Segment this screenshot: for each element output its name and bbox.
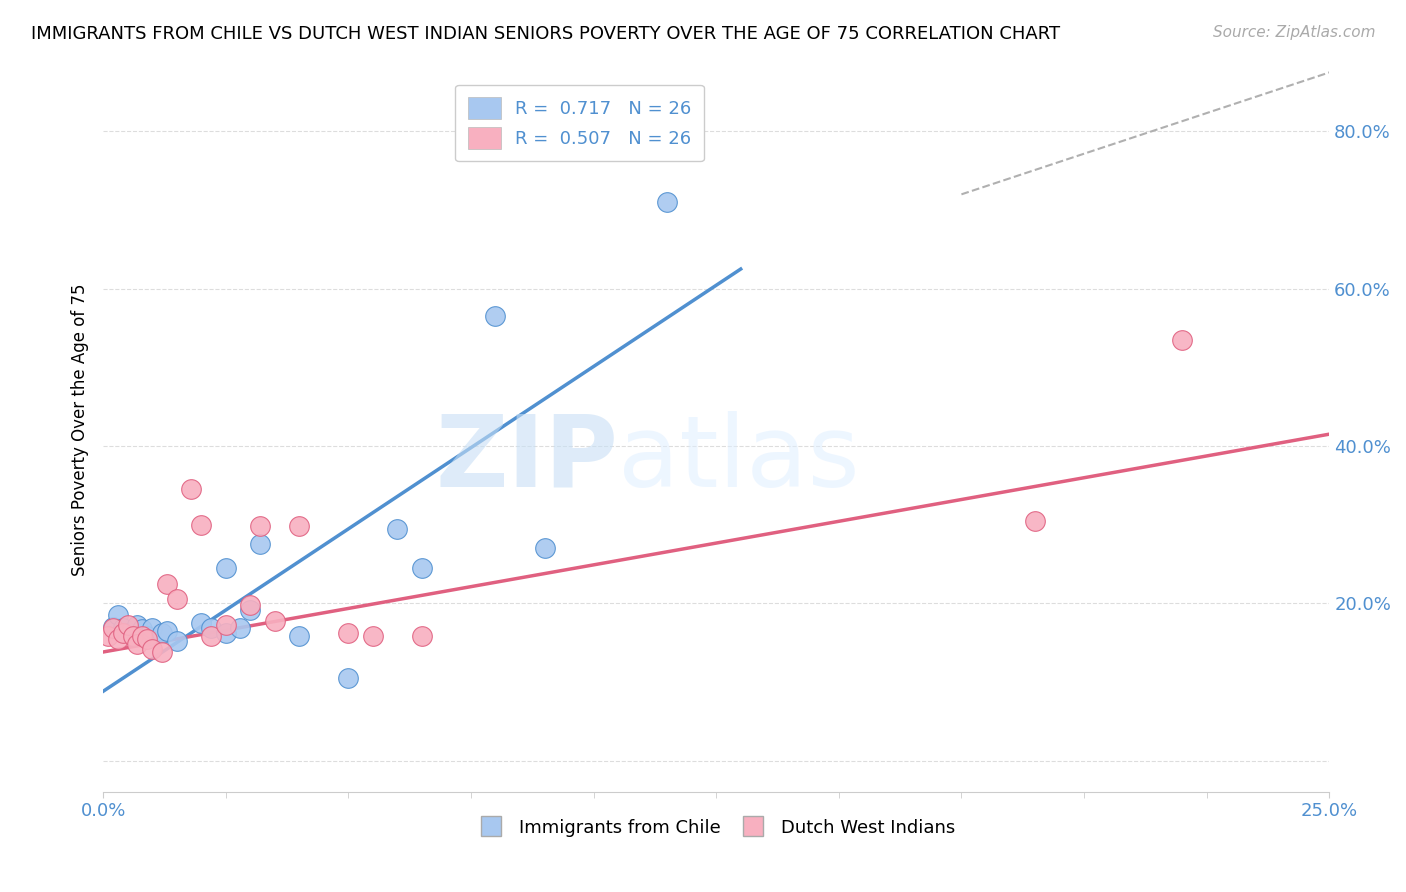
Point (361, 629, 384, 643)
Point (127, 618, 149, 632)
Point (1171, 333, 1194, 347)
Point (337, 671, 360, 685)
Point (166, 634, 188, 648)
Point (107, 608, 129, 623)
Point (249, 519, 271, 533)
Point (117, 618, 139, 632)
Point (150, 626, 173, 640)
Text: ZIP: ZIP (436, 410, 619, 508)
Point (215, 618, 238, 632)
Point (337, 626, 360, 640)
Point (117, 626, 139, 640)
Point (200, 629, 222, 643)
Point (141, 621, 163, 635)
Point (200, 621, 222, 635)
Legend: Immigrants from Chile, Dutch West Indians: Immigrants from Chile, Dutch West Indian… (471, 811, 962, 845)
Text: IMMIGRANTS FROM CHILE VS DUTCH WEST INDIAN SENIORS POVERTY OVER THE AGE OF 75 CO: IMMIGRANTS FROM CHILE VS DUTCH WEST INDI… (31, 25, 1060, 43)
Point (150, 645, 173, 659)
Point (533, 541, 555, 556)
Point (1024, 514, 1046, 528)
Point (263, 614, 285, 628)
Text: Source: ZipAtlas.com: Source: ZipAtlas.com (1212, 25, 1375, 40)
Point (288, 629, 311, 643)
Text: atlas: atlas (619, 410, 859, 508)
Point (111, 626, 134, 640)
Point (156, 624, 179, 638)
Point (121, 629, 143, 643)
Point (411, 629, 433, 643)
Point (190, 615, 212, 630)
Point (484, 310, 506, 324)
Point (166, 592, 188, 607)
Point (215, 626, 238, 640)
Point (180, 482, 202, 496)
Point (411, 561, 433, 575)
Point (97, 629, 120, 643)
Point (156, 576, 179, 591)
Point (387, 522, 409, 536)
Point (131, 629, 153, 643)
Point (239, 602, 262, 616)
Point (127, 637, 149, 651)
Y-axis label: Seniors Poverty Over the Age of 75: Seniors Poverty Over the Age of 75 (72, 284, 89, 576)
Point (136, 632, 159, 646)
Point (141, 641, 163, 656)
Point (288, 519, 311, 533)
Point (111, 621, 134, 635)
Point (249, 537, 271, 551)
Point (657, 195, 679, 210)
Point (239, 598, 262, 612)
Point (101, 620, 124, 634)
Point (229, 621, 252, 635)
Point (107, 632, 129, 646)
Point (215, 561, 238, 575)
Point (101, 621, 124, 635)
Point (190, 517, 212, 532)
Point (136, 629, 159, 643)
Point (131, 622, 153, 636)
Point (121, 629, 143, 643)
